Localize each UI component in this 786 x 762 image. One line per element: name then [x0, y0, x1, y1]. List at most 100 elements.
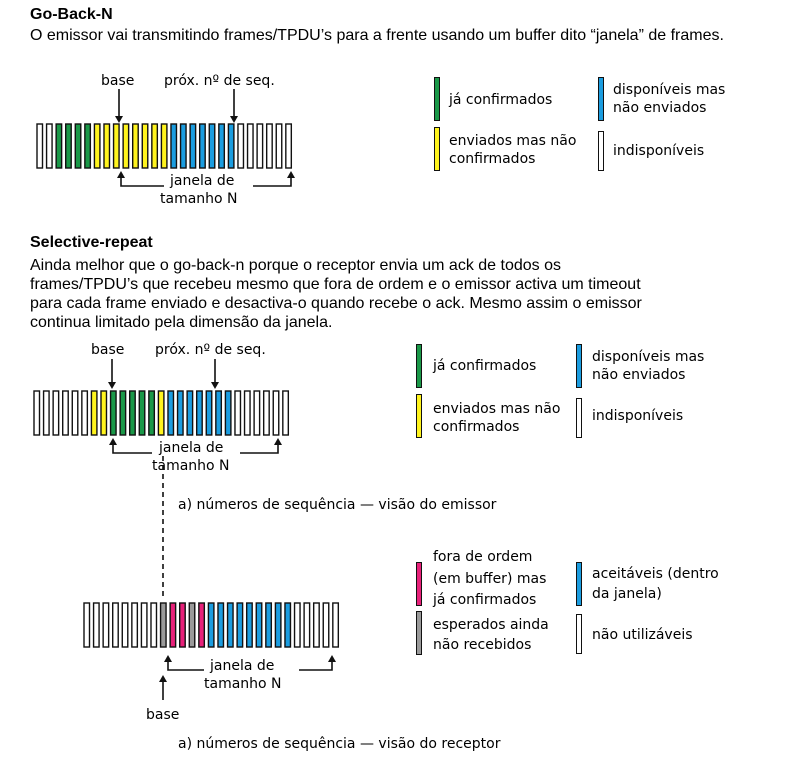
sr-receiver-legend-acceptable-2: da janela) [592, 586, 662, 602]
gbn-frame [141, 123, 149, 169]
sr-receiver-frame [284, 602, 292, 648]
gbn-frame [160, 123, 168, 169]
sr-receiver-frame [198, 602, 206, 648]
sr-sender-legend-available-2: não enviados [592, 367, 686, 383]
sr-receiver-frame [255, 602, 263, 648]
gbn-frame [237, 123, 245, 169]
sr-sender-frame [253, 390, 261, 436]
sr-receiver-frame [245, 602, 253, 648]
legend-swatch-yellow [416, 394, 422, 438]
sr-sender-window-label-2: tamanho N [152, 458, 230, 474]
sr-sender-frame [119, 390, 127, 436]
sr-sender-frame [138, 390, 146, 436]
sr-receiver-frame [131, 602, 139, 648]
sr-receiver-legend-ooo-1: fora de ordem [433, 549, 533, 565]
sr-sender-caption: a) números de sequência — visão do emiss… [178, 497, 497, 513]
sr-sender-next-seq-label: próx. nº de seq. [155, 342, 266, 358]
sr-sender-frame [42, 390, 50, 436]
legend-swatch-empty [576, 398, 582, 438]
sr-receiver-bracket-left-arrowhead [164, 655, 172, 662]
sr-sender-frame [81, 390, 89, 436]
gbn-bracket-left-arrowhead [117, 171, 125, 178]
sr-sender-frame [90, 390, 98, 436]
sr-sender-frame [167, 390, 175, 436]
sr-sender-frame [282, 390, 290, 436]
sr-sender-frame [272, 390, 280, 436]
sr-receiver-frame [92, 602, 100, 648]
sr-sender-legend-sent-2: confirmados [433, 419, 520, 435]
sr-receiver-frame [121, 602, 129, 648]
sr-sender-frame [186, 390, 194, 436]
sr-receiver-legend-ooo-3: já confirmados [433, 592, 537, 608]
gbn-legend-available-2: não enviados [613, 100, 707, 116]
gbn-window-bracket-left [120, 176, 164, 187]
sr-receiver-legend-expected-2: não recebidos [433, 637, 532, 653]
sr-text-line-3: para cada frame enviado e desactiva-o qu… [30, 295, 642, 312]
legend-swatch-pink [416, 562, 422, 606]
gbn-frame [45, 123, 53, 169]
sr-sender-frame [176, 390, 184, 436]
sr-sender-legend-available-1: disponíveis mas [592, 349, 705, 365]
sr-receiver-bracket-right-arrowhead [328, 655, 336, 662]
sr-text-line-1: Ainda melhor que o go-back-n porque o re… [30, 257, 561, 274]
sr-receiver-base-label: base [146, 707, 180, 723]
gbn-frame [208, 123, 216, 169]
gbn-frame [170, 123, 178, 169]
sr-sender-frame [109, 390, 117, 436]
gbn-frame [122, 123, 130, 169]
sr-sender-legend-unavailable: indisponíveis [592, 408, 684, 424]
gbn-legend-unavailable: indisponíveis [613, 143, 705, 159]
sr-receiver-frame [322, 602, 330, 648]
sr-sender-frame [100, 390, 108, 436]
gbn-frame [55, 123, 63, 169]
gbn-next-seq-label: próx. nº de seq. [164, 73, 275, 89]
sr-sender-bracket-right-arrowhead [274, 438, 282, 445]
sr-receiver-frame [265, 602, 273, 648]
sr-receiver-legend-expected-1: esperados ainda [433, 617, 549, 633]
gbn-frame [227, 123, 235, 169]
gbn-window-bracket-right [253, 176, 292, 187]
sr-sender-frame [215, 390, 223, 436]
gbn-frame [112, 123, 120, 169]
sr-text-line-4: continua limitado pela dimensão da janel… [30, 314, 333, 331]
gbn-bracket-right-arrowhead [287, 171, 295, 178]
sr-receiver-frame [236, 602, 244, 648]
gbn-frame [131, 123, 139, 169]
gbn-next-seq-arrowhead [230, 116, 238, 123]
gbn-window-label-1: janela de [170, 173, 235, 189]
legend-swatch-gray [416, 611, 422, 655]
sr-receiver-window-bracket-left [167, 660, 204, 671]
sr-sender-frame [52, 390, 60, 436]
legend-swatch-blue [598, 77, 604, 121]
sr-receiver-frame [226, 602, 234, 648]
gbn-frame [256, 123, 264, 169]
sr-sender-frame [195, 390, 203, 436]
sr-receiver-window-label-1: janela de [210, 658, 275, 674]
sr-receiver-frame [159, 602, 167, 648]
gbn-frame [179, 123, 187, 169]
sr-sender-frame [262, 390, 270, 436]
sr-sender-bracket-left-arrowhead [109, 438, 117, 445]
gbn-base-arrowhead [115, 116, 123, 123]
sr-receiver-frame [293, 602, 301, 648]
sr-receiver-frame [178, 602, 186, 648]
gbn-frame [285, 123, 293, 169]
sr-sender-window-bracket-left [112, 443, 152, 454]
sr-sender-frame [157, 390, 165, 436]
gbn-window-label-2: tamanho N [160, 191, 238, 207]
legend-swatch-green [434, 77, 440, 121]
sr-sender-frame [71, 390, 79, 436]
gbn-legend-available-1: disponíveis mas [613, 82, 726, 98]
sr-sender-base-arrowhead [108, 382, 116, 389]
gbn-frame [265, 123, 273, 169]
sr-receiver-base-arrowhead [159, 675, 167, 682]
sr-receiver-frame [312, 602, 320, 648]
sr-sender-frame [33, 390, 41, 436]
legend-swatch-empty [598, 131, 604, 171]
sr-receiver-frame [150, 602, 158, 648]
sr-sender-frame [224, 390, 232, 436]
legend-swatch-green [416, 344, 422, 388]
sr-receiver-caption: a) números de sequência — visão do recep… [178, 736, 501, 752]
legend-swatch-blue [576, 562, 582, 606]
